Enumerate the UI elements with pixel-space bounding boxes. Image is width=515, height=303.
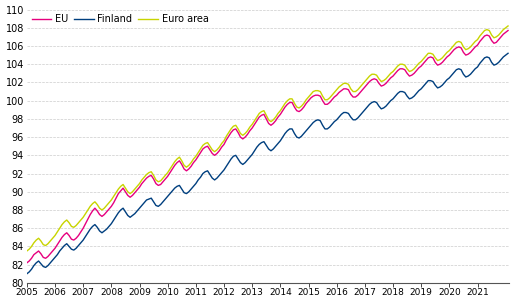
Finland xyxy=(209,176,215,180)
Euro area xyxy=(160,176,166,180)
EU xyxy=(24,261,30,265)
Euro area xyxy=(31,241,37,245)
Line: Finland: Finland xyxy=(27,53,508,274)
Finland xyxy=(31,264,37,267)
EU xyxy=(209,152,215,155)
Euro area xyxy=(505,24,511,28)
Finland xyxy=(101,229,108,233)
EU xyxy=(31,253,37,256)
Euro area xyxy=(101,206,108,210)
Finland xyxy=(73,246,79,250)
Finland xyxy=(160,200,166,204)
Finland xyxy=(505,52,511,55)
EU xyxy=(505,29,511,32)
EU xyxy=(468,51,474,54)
Legend: EU, Finland, Euro area: EU, Finland, Euro area xyxy=(30,12,211,26)
EU xyxy=(160,180,166,184)
Line: EU: EU xyxy=(27,31,508,263)
Euro area xyxy=(209,148,215,152)
Euro area xyxy=(73,224,79,227)
Line: Euro area: Euro area xyxy=(27,26,508,251)
Finland xyxy=(468,72,474,76)
EU xyxy=(101,213,108,216)
EU xyxy=(73,236,79,240)
Finland xyxy=(24,272,30,276)
Euro area xyxy=(24,249,30,253)
Euro area xyxy=(468,45,474,49)
